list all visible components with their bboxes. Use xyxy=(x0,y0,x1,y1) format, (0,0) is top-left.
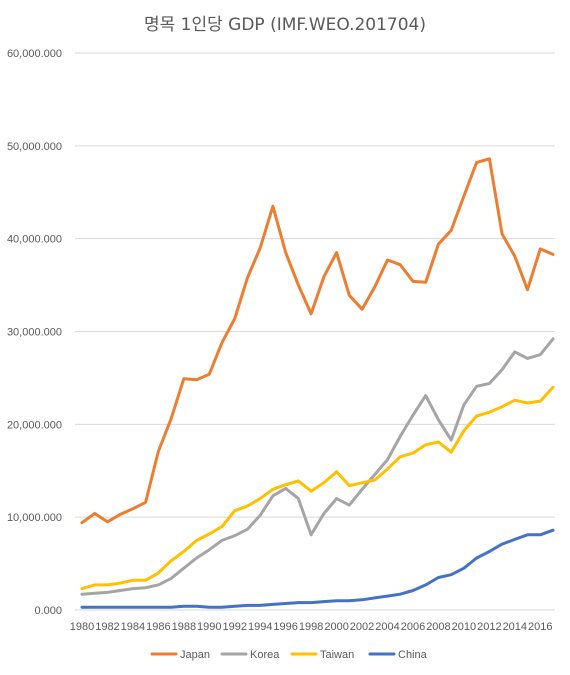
series-lines xyxy=(80,157,555,609)
x-tick-label: 1982 xyxy=(95,621,119,633)
y-tick-label: 10,000.000 xyxy=(7,512,62,524)
x-tick-label: 2006 xyxy=(401,621,425,633)
x-tick-label: 1988 xyxy=(172,621,196,633)
y-tick-label: 40,000.000 xyxy=(7,234,62,246)
series-line-japan xyxy=(80,157,555,525)
x-tick-label: 1992 xyxy=(223,621,247,633)
legend-label-korea: Korea xyxy=(250,649,280,661)
x-tick-label: 2002 xyxy=(350,621,374,633)
y-tick-label: 50,000.000 xyxy=(7,141,62,153)
x-tick-label: 1984 xyxy=(121,621,145,633)
x-tick-label: 1998 xyxy=(299,621,323,633)
y-axis-ticks: 0.000 10,000.000 20,000.000 30,000.000 40,00… xyxy=(7,48,62,617)
x-axis-ticks: 1980 1982 1984 1986 1988 1990 1992 1994 1996 1998… xyxy=(70,621,553,633)
x-tick-label: 2004 xyxy=(375,621,399,633)
x-tick-label: 1986 xyxy=(146,621,170,633)
x-tick-label: 2000 xyxy=(324,621,348,633)
legend-label-japan: Japan xyxy=(180,649,210,661)
x-tick-label: 2008 xyxy=(426,621,450,633)
y-tick-label: 30,000.000 xyxy=(7,327,62,339)
x-tick-label: 1990 xyxy=(197,621,221,633)
x-tick-label: 2010 xyxy=(452,621,476,633)
x-tick-label: 2014 xyxy=(503,621,527,633)
x-tick-label: 2012 xyxy=(477,621,501,633)
x-tick-label: 1996 xyxy=(273,621,297,633)
y-tick-label: 60,000.000 xyxy=(7,48,62,60)
x-tick-label: 2016 xyxy=(528,621,552,633)
series-line-china xyxy=(80,528,555,609)
series-line-korea xyxy=(80,337,555,596)
y-tick-label: 20,000.000 xyxy=(7,419,62,431)
series-line-taiwan xyxy=(80,385,555,591)
gridlines xyxy=(75,52,555,611)
x-tick-label: 1994 xyxy=(248,621,272,633)
legend: Japan Korea Taiwan China xyxy=(150,649,428,661)
chart-title: 명목 1인당 GDP (IMF.WEO.201704) xyxy=(144,15,426,35)
y-tick-label: 0.000 xyxy=(34,605,62,617)
x-tick-label: 1980 xyxy=(70,621,94,633)
legend-label-china: China xyxy=(398,649,428,661)
legend-label-taiwan: Taiwan xyxy=(320,649,354,661)
